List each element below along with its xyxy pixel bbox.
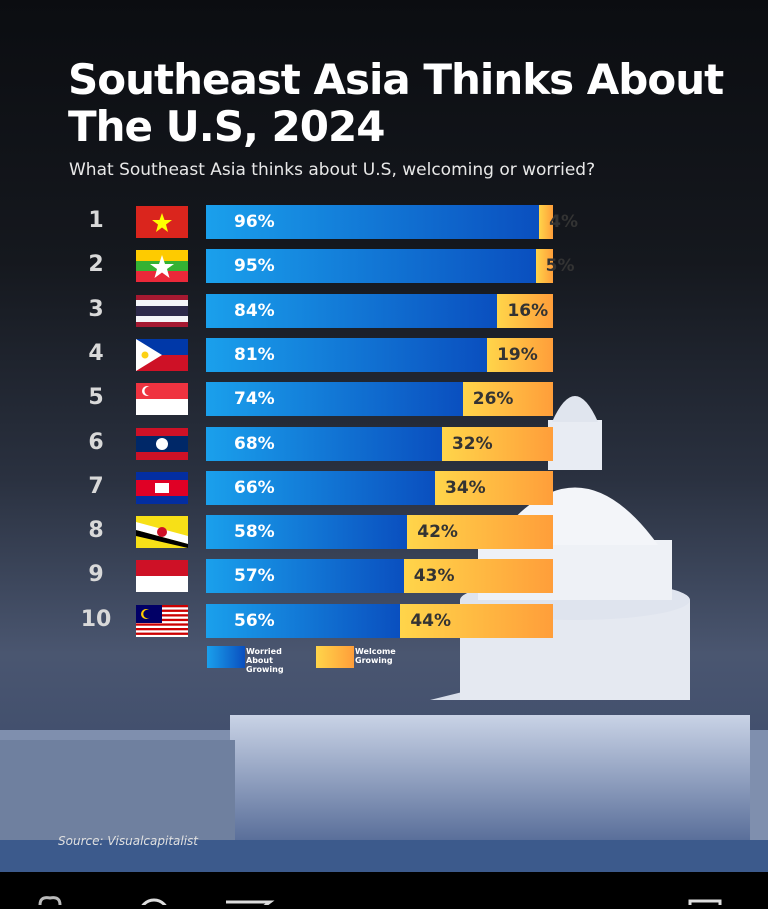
data-label-worried: 84%: [234, 300, 275, 321]
rank-label: 1: [88, 208, 104, 233]
data-label-worried: 95%: [234, 256, 275, 277]
comment-icon[interactable]: [139, 898, 169, 909]
rank-label: 3: [88, 296, 104, 322]
bar-worried: 58%: [206, 515, 408, 550]
data-label-welcome: 4%: [549, 212, 578, 232]
source-note: Source: Visualcapitalist: [58, 834, 199, 848]
myanmar-flag-icon: [136, 250, 188, 283]
cambodia-flag-icon: [136, 471, 188, 504]
data-label-welcome: 32%: [451, 433, 493, 454]
data-label-worried: 57%: [234, 566, 275, 587]
data-label-welcome: 16%: [507, 300, 549, 321]
data-label-welcome: 26%: [472, 389, 514, 410]
bookmark-icon[interactable]: [688, 899, 722, 909]
heart-icon[interactable]: [38, 896, 62, 906]
rank-label: 4: [88, 340, 104, 366]
bar-worried: 84%: [206, 293, 498, 328]
philippines-flag-icon: [136, 338, 188, 371]
infographic: Southeast Asia Thinks About The U.S, 202…: [0, 0, 768, 872]
data-label-worried: 58%: [234, 522, 275, 543]
bar-worried: 66%: [206, 470, 436, 505]
rank-label: 10: [80, 606, 112, 632]
chart-subtitle: What Southeast Asia thinks about U.S, we…: [69, 160, 596, 180]
bar-welcome: 32%: [441, 426, 553, 461]
data-label-welcome: 44%: [410, 610, 452, 631]
bar-worried: 56%: [206, 603, 401, 638]
legend-label-worried: Worried About Growing: [246, 647, 284, 674]
bar-welcome: 5%: [535, 249, 575, 284]
thailand-flag-icon: [136, 294, 188, 327]
bar-welcome: 26%: [462, 382, 553, 417]
bar-worried: 68%: [206, 426, 442, 461]
legend-swatch-worried: [207, 646, 245, 668]
vietnam-flag-icon: [136, 206, 188, 238]
bar-worried: 57%: [206, 559, 404, 594]
legend-label-welcome: Welcome Growing: [355, 647, 396, 665]
laos-flag-icon: [136, 427, 188, 460]
data-label-worried: 56%: [234, 610, 275, 631]
brunei-flag-icon: [136, 516, 188, 549]
data-label-welcome: 42%: [417, 522, 458, 543]
bar-welcome: 44%: [400, 603, 553, 638]
bar-worried: 96%: [206, 205, 540, 239]
data-label-welcome: 43%: [413, 566, 455, 587]
chart-title: Southeast Asia Thinks About The U.S, 202…: [68, 55, 724, 151]
bar-worried: 74%: [206, 382, 463, 417]
data-label-worried: 68%: [234, 433, 275, 454]
data-label-welcome: 5%: [545, 256, 575, 277]
rank-label: 7: [88, 473, 104, 499]
bar-welcome: 42%: [407, 515, 553, 550]
legend-swatch-welcome: [316, 646, 354, 668]
bar-worried: 81%: [206, 337, 488, 372]
data-label-worried: 96%: [234, 212, 275, 232]
data-label-welcome: 34%: [445, 477, 486, 498]
bar-welcome: 4%: [539, 205, 578, 239]
singapore-flag-icon: [136, 383, 188, 416]
bar-welcome: 34%: [435, 470, 553, 505]
bar-worried: 95%: [206, 249, 536, 284]
data-label-worried: 74%: [234, 389, 275, 410]
bar-welcome: 16%: [497, 293, 553, 328]
indonesia-flag-icon: [136, 560, 188, 593]
bar-welcome: 43%: [403, 559, 553, 594]
rank-label: 9: [88, 562, 104, 588]
rank-label: 2: [88, 252, 104, 278]
rank-label: 5: [88, 385, 104, 411]
malaysia-flag-icon: [136, 604, 188, 637]
bar-welcome: 19%: [487, 337, 553, 372]
send-icon[interactable]: [226, 900, 275, 909]
data-label-welcome: 19%: [497, 344, 538, 365]
rank-label: 8: [88, 518, 104, 544]
data-label-worried: 81%: [234, 344, 275, 365]
bottom-action-bar: [0, 872, 768, 909]
data-label-worried: 66%: [234, 477, 275, 498]
rank-label: 6: [88, 429, 104, 455]
